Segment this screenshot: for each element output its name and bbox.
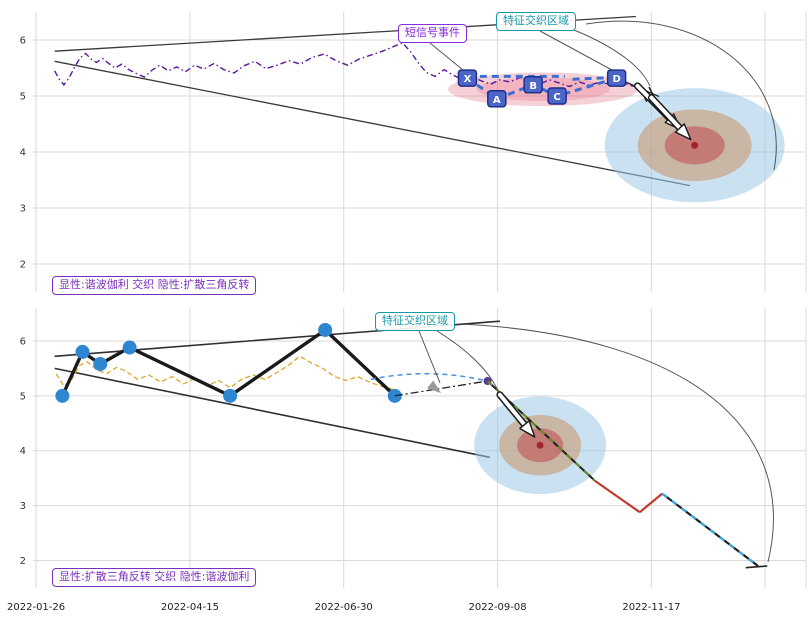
x-axis-ticks: 2022-01-26 2022-04-15 2022-06-30 2022-09-08…	[7, 602, 680, 613]
bottom-y-tick-label: 5	[20, 391, 26, 402]
x-tick-label: 2022-11-17	[622, 602, 680, 613]
top-target-zone	[604, 88, 785, 203]
pivot-point	[93, 357, 108, 371]
short-signal-event-label: 短信号事件	[398, 24, 467, 43]
top-y-tick-label: 2	[20, 260, 26, 271]
top-target-arrow	[647, 94, 692, 141]
bottom-series-0	[55, 355, 393, 390]
end-cap	[745, 565, 768, 569]
pivot-point	[223, 388, 238, 403]
bottom-y-tick-label: 4	[20, 446, 26, 457]
pivot-point	[318, 322, 333, 337]
top-y-tick-label: 3	[20, 204, 26, 215]
forecast-segment-2	[639, 492, 663, 514]
bottom-target-zone	[474, 396, 607, 495]
x-tick-label: 2022-09-08	[469, 602, 527, 613]
pivot-point	[387, 388, 402, 403]
x-tick-label: 2022-04-15	[161, 602, 219, 613]
bottom-connector-1	[436, 330, 499, 392]
svg-text:D: D	[612, 74, 620, 85]
harmonic-marker-C	[547, 87, 567, 105]
top-y-tick-label: 5	[20, 92, 26, 103]
gray-arrowhead	[427, 380, 442, 394]
svg-text:A: A	[493, 95, 501, 106]
bottom-connector-0	[418, 330, 441, 384]
target-center-dot	[691, 141, 699, 149]
x-tick-label: 2022-06-30	[315, 602, 373, 613]
arrow-head-icon	[519, 420, 536, 438]
svg-text:X: X	[464, 74, 472, 85]
top-connector-1	[539, 30, 613, 71]
top-connector-2	[585, 20, 777, 171]
forecast-segment-1	[594, 479, 641, 514]
gray-arrowhead-icon	[427, 380, 442, 394]
top-connector-3	[573, 29, 651, 87]
harmonic-marker-D	[606, 69, 627, 87]
dashdot-link	[394, 380, 488, 397]
bottom-price-line	[55, 355, 393, 390]
arrow-head-icon	[674, 123, 692, 141]
top-y-tick-label: 6	[20, 36, 26, 47]
blue-dashed-arc	[370, 372, 488, 382]
pivot-point	[122, 340, 137, 355]
bottom-y-tick-label: 2	[20, 556, 26, 567]
harmonic-pattern: X A B C D	[457, 69, 660, 108]
forecast-segment-3	[661, 492, 759, 567]
top-y-tick-label: 4	[20, 148, 26, 159]
pivot-point	[75, 344, 90, 359]
top-connector-0	[429, 42, 464, 71]
target-center-dot	[536, 441, 544, 449]
svg-text:C: C	[553, 92, 560, 103]
pivot-point	[55, 388, 70, 403]
feature-zone-label-top: 特征交织区域	[496, 12, 576, 31]
feature-zone-label-bottom: 特征交织区域	[375, 312, 455, 331]
x-tick-label: 2022-01-26	[7, 602, 65, 613]
bottom-target-arrow	[496, 391, 536, 438]
bottom-y-tick-label: 3	[20, 501, 26, 512]
svg-text:B: B	[529, 81, 537, 92]
harmonic-marker-X	[457, 69, 478, 87]
bottom-y-tick-label: 6	[20, 336, 26, 347]
top-pattern-caption: 显性:谐波伽利 交织 隐性:扩散三角反转	[52, 276, 257, 295]
harmonic-marker-B	[523, 76, 543, 94]
bottom-pattern-caption: 显性:扩散三角反转 交织 隐性:谐波伽利	[52, 568, 257, 587]
bottom-connector-2	[461, 323, 774, 563]
harmonic-marker-A	[487, 90, 507, 108]
pivot-zigzag	[55, 322, 402, 403]
